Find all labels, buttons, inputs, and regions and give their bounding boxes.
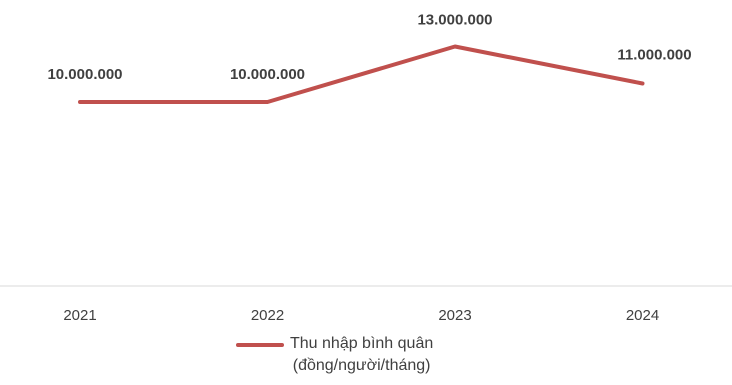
tick-label-2024: 2024: [626, 307, 659, 324]
series-line: [78, 44, 645, 104]
data-label-2024: 11.000.000: [617, 47, 691, 64]
data-label-2021: 10.000.000: [47, 66, 122, 83]
x-axis-ticks: 2021 2022 2023 2024: [63, 307, 659, 324]
data-labels: 10.000.000 10.000.000 13.000.000 11.000.000: [47, 12, 691, 84]
tick-label-2022: 2022: [251, 307, 284, 324]
data-label-2023: 13.000.000: [417, 12, 492, 29]
legend: Thu nhập bình quân (đồng/người/tháng): [236, 333, 433, 377]
legend-label-line2: (đồng/người/tháng): [292, 357, 431, 374]
legend-label-line1: Thu nhập bình quân: [290, 335, 434, 352]
legend-label: Thu nhập bình quân (đồng/người/tháng): [290, 333, 433, 377]
tick-label-2021: 2021: [63, 307, 96, 324]
tick-label-2023: 2023: [438, 307, 471, 324]
data-label-2022: 10.000.000: [230, 66, 305, 83]
legend-swatch: [236, 343, 284, 347]
